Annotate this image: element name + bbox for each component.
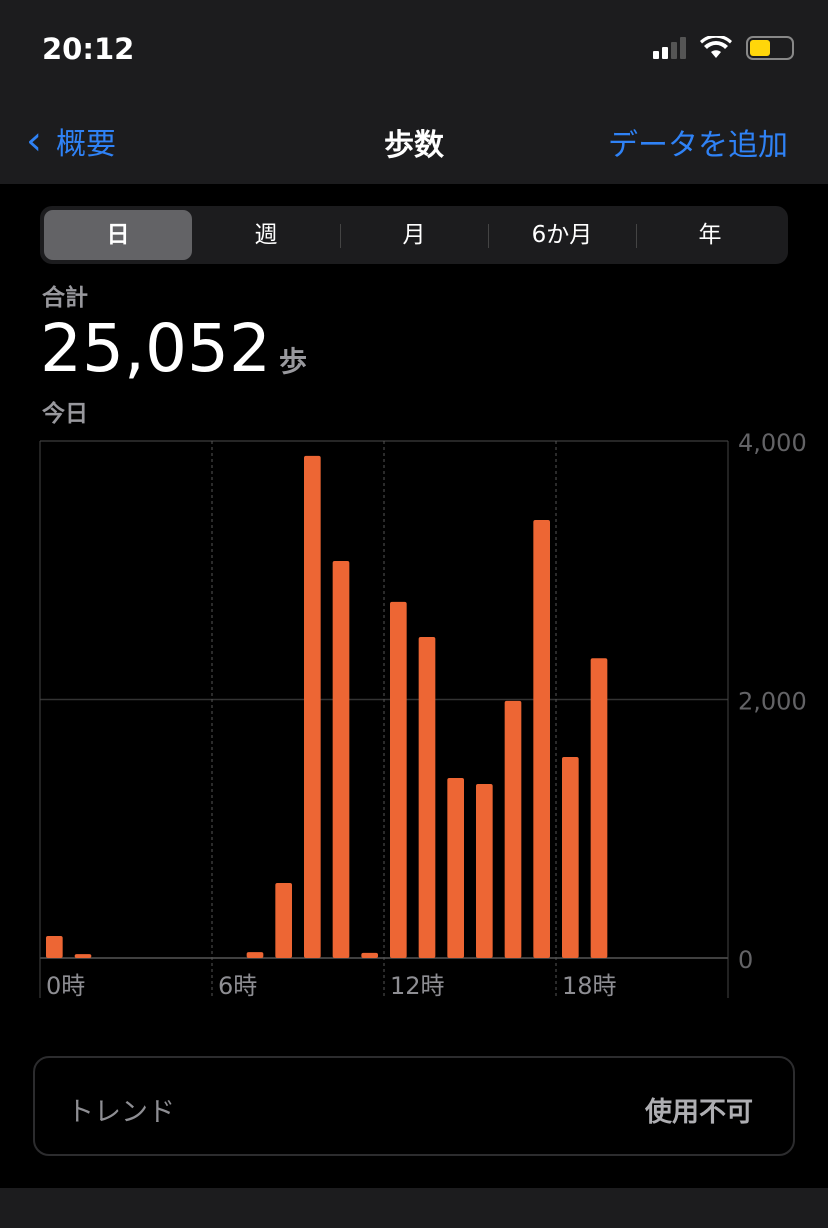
signal-icon (653, 37, 686, 59)
bar-hour-13 (418, 636, 436, 958)
tab-month[interactable]: 月 (340, 210, 488, 260)
bar-hour-14 (447, 777, 464, 958)
steps-chart[interactable]: 0 2,000 4,000 0時 6時 12時 18時 (0, 430, 828, 1010)
bar-hour-11 (361, 952, 378, 958)
y-tick-label: 2,000 (738, 688, 807, 716)
total-label: 合計 (42, 285, 88, 311)
bar-hour-18 (562, 757, 579, 958)
bar-hour-16 (504, 700, 522, 958)
bar-hour-15 (476, 784, 493, 958)
header (0, 0, 828, 184)
y-tick-label: 0 (738, 946, 753, 974)
page-title: 歩数 (384, 128, 444, 163)
bar-hour-17 (533, 519, 550, 958)
trend-label: トレンド (67, 1097, 175, 1128)
x-tick-label: 0時 (46, 972, 85, 1000)
bar-hour-9 (304, 455, 321, 958)
tab-week[interactable]: 週 (254, 222, 278, 248)
add-data-button[interactable]: データを追加 (608, 128, 788, 163)
total-number: 25,052 (40, 310, 271, 387)
x-tick-label: 6時 (218, 972, 257, 1000)
bar-hour-8 (275, 883, 292, 958)
y-tick-label: 4,000 (738, 430, 807, 457)
wifi-icon (700, 36, 732, 58)
bottom-bar (0, 1188, 828, 1228)
bar-hour-12 (390, 601, 407, 958)
trend-card[interactable]: トレンド 使用不可 (33, 1056, 795, 1156)
period-label: 今日 (42, 401, 88, 427)
tab-year[interactable]: 年 (636, 210, 784, 260)
bar-hour-1 (74, 954, 92, 958)
back-button[interactable]: ‹ 概要 (26, 118, 116, 164)
bar-hour-10 (332, 560, 350, 958)
bar-hour-7 (246, 952, 264, 958)
period-segmented-control: 日 週 月 6か月 年 (40, 206, 788, 264)
tab-6months[interactable]: 6か月 (488, 210, 636, 260)
x-tick-label: 12時 (390, 972, 445, 1000)
chevron-left-icon: ‹ (26, 118, 42, 164)
status-icons (653, 36, 794, 60)
back-label: 概要 (56, 127, 116, 162)
tab-day[interactable]: 日 (44, 210, 192, 260)
battery-icon (746, 36, 794, 60)
bar-hour-19 (590, 658, 608, 958)
status-time: 20:12 (42, 32, 135, 66)
trend-value: 使用不可 (645, 1097, 753, 1128)
total-value: 25,052 歩 (40, 310, 307, 387)
bar-hour-0 (46, 936, 63, 958)
total-unit: 歩 (278, 345, 307, 378)
x-tick-label: 18時 (562, 972, 617, 1000)
